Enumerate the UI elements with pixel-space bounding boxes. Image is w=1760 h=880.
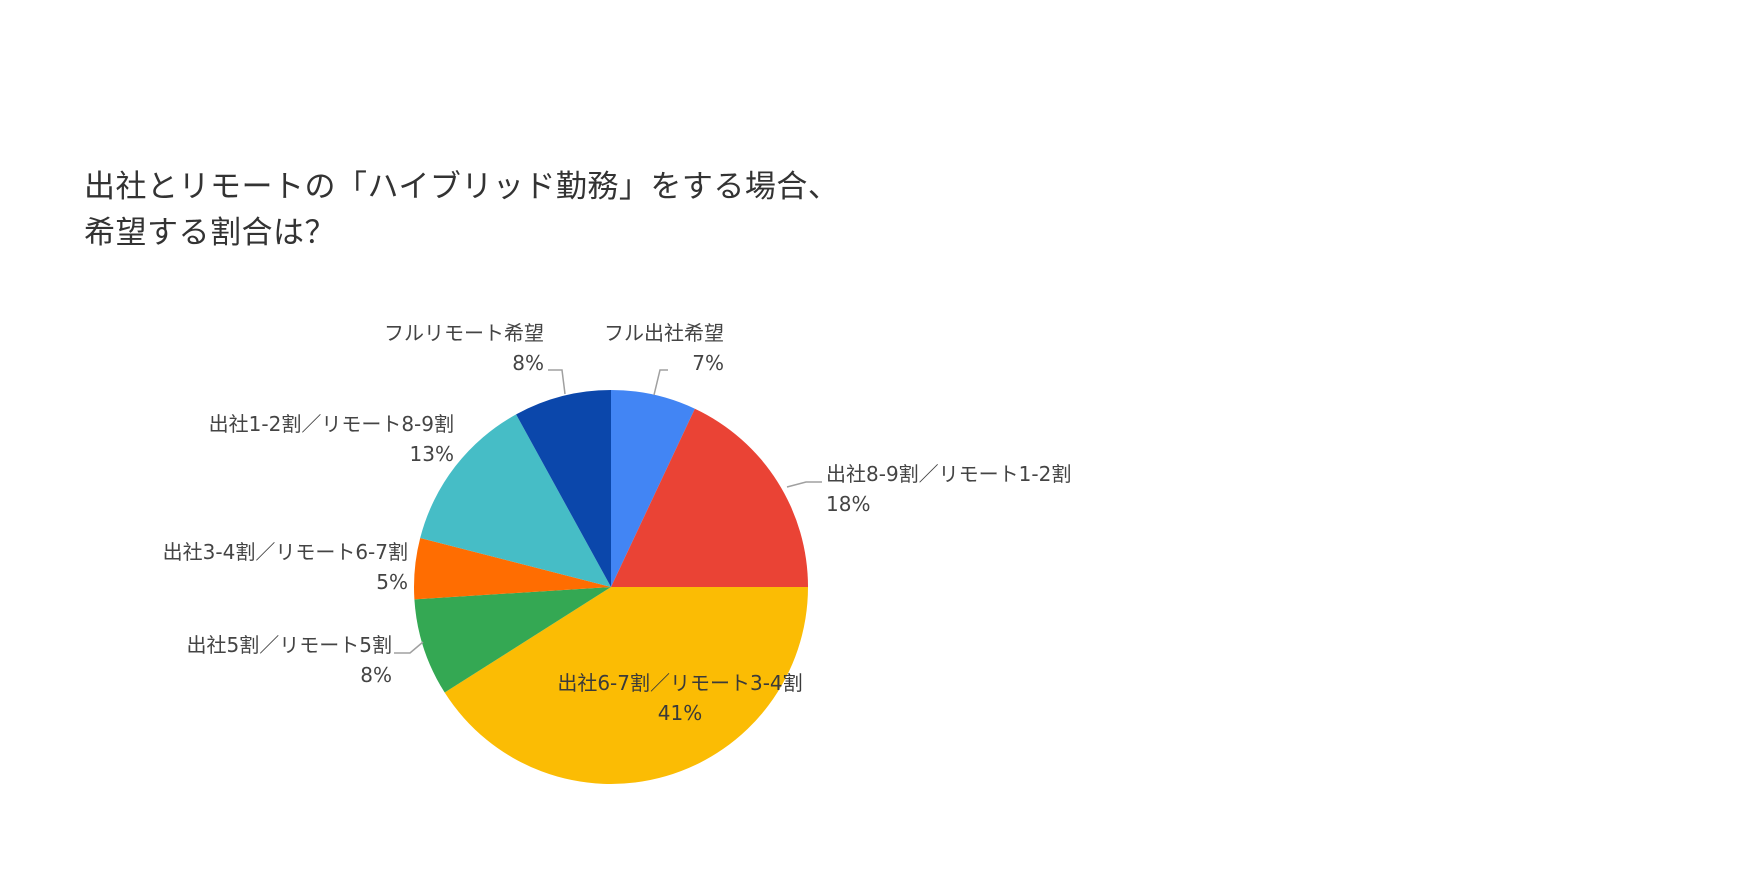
label-full-remote-value: 8% — [512, 351, 544, 375]
label-office-8-9-value: 18% — [826, 492, 871, 516]
label-office-5-value: 8% — [360, 663, 392, 687]
leader-line-office-8-9 — [786, 481, 822, 488]
leader-line-office-5 — [394, 641, 424, 654]
pie-slice — [611, 390, 695, 587]
label-office-1-2-value: 13% — [409, 442, 454, 466]
label-office-6-7: 出社6-7割／リモート3-4割 41% — [520, 668, 840, 728]
label-office-3-4-name: 出社3-4割／リモート6-7割 — [162, 540, 408, 564]
pie-slice — [414, 587, 611, 693]
chart-title-line-2: 希望する割合は？ — [84, 215, 336, 251]
pie-slice — [444, 587, 808, 784]
leader-line-full-remote — [548, 369, 566, 395]
label-office-3-4: 出社3-4割／リモート6-7割 5% — [60, 537, 408, 597]
label-office-5-name: 出社5割／リモート5割 — [186, 633, 392, 657]
pie-slices — [414, 390, 808, 784]
pie-slice — [516, 390, 611, 587]
label-full-remote: フルリモート希望 8% — [360, 318, 544, 378]
label-office-3-4-value: 5% — [376, 570, 408, 594]
label-office-6-7-value: 41% — [657, 701, 703, 725]
label-office-6-7-name: 出社6-7割／リモート3-4割 — [557, 671, 803, 695]
leader-lines — [394, 369, 822, 654]
chart-title: 出社とリモートの「ハイブリッド勤務」をする場合、 希望する割合は？ — [84, 164, 839, 256]
pie-slice — [414, 538, 611, 600]
label-office-8-9: 出社8-9割／リモート1-2割 18% — [826, 459, 1071, 519]
label-full-office-value: 7% — [692, 351, 724, 375]
label-office-1-2-name: 出社1-2割／リモート8-9割 — [208, 412, 454, 436]
leader-line-full-office — [653, 369, 668, 396]
label-office-5: 出社5割／リモート5割 8% — [100, 630, 392, 690]
label-full-remote-name: フルリモート希望 — [384, 321, 544, 345]
chart-title-line-1: 出社とリモートの「ハイブリッド勤務」をする場合、 — [84, 169, 840, 205]
pie-slice — [420, 414, 611, 587]
label-office-8-9-name: 出社8-9割／リモート1-2割 — [826, 462, 1072, 486]
pie-slice — [611, 408, 808, 587]
label-full-office: フル出社希望 7% — [570, 318, 724, 378]
label-full-office-name: フル出社希望 — [604, 321, 724, 345]
label-office-1-2: 出社1-2割／リモート8-9割 13% — [100, 409, 454, 469]
